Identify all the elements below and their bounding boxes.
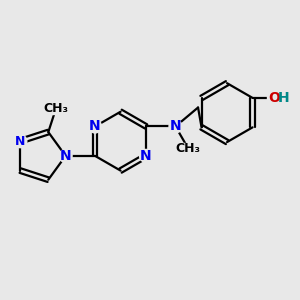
Circle shape [59, 149, 72, 162]
Circle shape [169, 120, 182, 133]
Circle shape [140, 149, 152, 162]
Text: CH₃: CH₃ [176, 142, 200, 154]
Text: N: N [60, 149, 71, 163]
Circle shape [14, 135, 27, 148]
Text: H: H [278, 91, 290, 105]
Text: O: O [268, 91, 280, 105]
Circle shape [88, 120, 101, 133]
Text: N: N [15, 135, 26, 148]
Bar [46, 103, 65, 114]
Bar [267, 92, 288, 104]
Bar [178, 143, 197, 153]
Text: CH₃: CH₃ [44, 102, 68, 115]
Text: N: N [140, 149, 152, 163]
Text: N: N [89, 119, 101, 134]
Text: N: N [170, 119, 181, 134]
